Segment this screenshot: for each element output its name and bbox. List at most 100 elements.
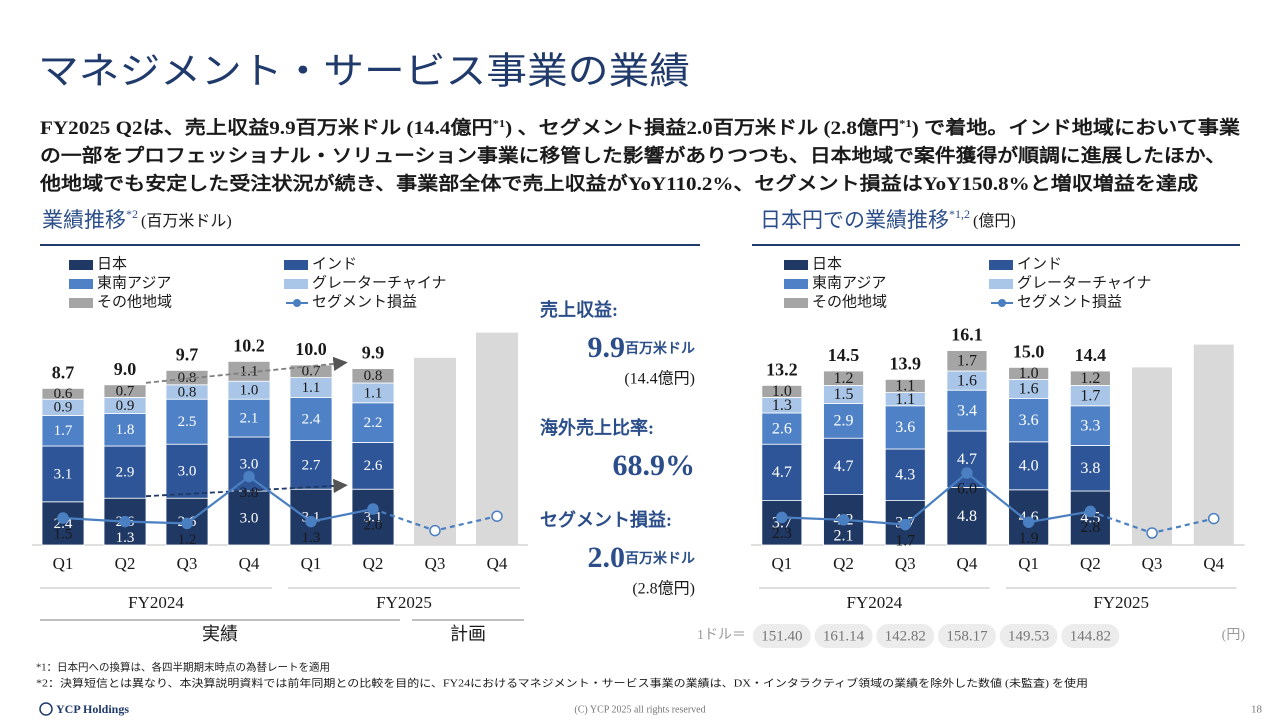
legend-swatch: [69, 260, 93, 270]
data-label: 1.1: [302, 380, 321, 396]
total-label: 15.0: [1013, 342, 1045, 362]
bar-segment: [165, 443, 209, 499]
data-label: 2.9: [116, 465, 135, 481]
data-label: 1.1: [895, 378, 915, 395]
superscript: *1: [493, 118, 506, 130]
total-label: 14.4: [1075, 345, 1107, 365]
legend-label: セグメント損益: [312, 293, 417, 310]
data-label: 1.2: [1080, 370, 1100, 387]
data-label: 3.0: [240, 510, 259, 526]
data-label: 0.6: [54, 386, 73, 402]
highlight-number: 9.9: [588, 331, 626, 364]
profit-label: 1.2: [178, 532, 197, 548]
superscript: *1,2: [949, 207, 970, 221]
data-label: 4.0: [1019, 457, 1039, 474]
highlight-number: 68.9%: [613, 449, 696, 482]
bar-segment: [227, 490, 271, 546]
legend-swatch: [998, 299, 1006, 307]
bar-segment: [761, 384, 803, 398]
legend-label: インド: [312, 256, 357, 272]
bar-segment: [946, 350, 988, 372]
legend-label: 東南アジア: [97, 274, 171, 291]
data-label: 0.9: [54, 400, 73, 416]
data-label: 2.2: [364, 415, 383, 431]
x-tick-label: Q2: [115, 554, 136, 573]
logo-mark: [39, 702, 53, 716]
group-label: FY2024: [128, 593, 184, 612]
legend-label: 日本: [812, 255, 842, 272]
legend-swatch: [784, 279, 808, 289]
phase-label: 計画: [450, 624, 486, 644]
data-label: 2.7: [302, 457, 321, 473]
data-label: 1.1: [895, 391, 915, 408]
fx-pill: [752, 624, 811, 648]
summary-text: 他地域でも安定した受注状況が続き、事業部全体で売上収益がYoY110.2%、セグ…: [39, 173, 1199, 195]
total-label: 9.9: [362, 343, 385, 363]
superscript: *1: [899, 118, 912, 130]
legend-swatch: [784, 298, 808, 308]
profit-marker: [57, 512, 69, 524]
summary-text: の一部をプロフェッショナル・ソリューション事業に移管した影響がありつつも、日本地…: [40, 145, 1226, 167]
data-label: 1.1: [364, 385, 383, 401]
legend-label: 東南アジア: [812, 274, 886, 291]
bar-segment: [41, 387, 85, 400]
bar-segment: [227, 360, 271, 382]
x-tick-label: Q1: [301, 554, 322, 573]
profit-marker: [243, 470, 255, 483]
x-tick-label: Q4: [239, 554, 260, 573]
summary-text: ) で着地。インド地域において事業: [912, 117, 1241, 139]
profit-line: [62, 475, 374, 525]
x-tick-label: Q4: [487, 554, 508, 573]
data-label: 2.4: [302, 411, 321, 427]
total-label: 16.1: [951, 325, 983, 345]
highlight-unit: 百万米ドル: [625, 340, 695, 357]
summary-line: の一部をプロフェッショナル・ソリューション事業に移管した影響がありつつも、日本地…: [40, 145, 1226, 167]
data-label: 3.1: [364, 510, 383, 526]
plan-bar: [414, 357, 456, 545]
data-label: 2.1: [240, 411, 259, 427]
data-label: 0.7: [116, 384, 135, 400]
highlight-label: 売上収益:: [540, 299, 618, 320]
bar-segment: [823, 370, 864, 386]
profit-label: 6.0: [957, 481, 977, 498]
chart-title: 日本円での業績推移*1,2 (億円): [760, 207, 1016, 232]
summary-text: FY2025 Q2は、売上収益9.9百万米ドル (14.4億円: [40, 117, 493, 139]
summary-text: ) 、セグメント損益2.0百万米ドル (2.8億円: [505, 117, 899, 139]
data-label: 3.0: [240, 456, 259, 472]
profit-label: 2.3: [772, 525, 792, 542]
legend-label: その他地域: [97, 293, 172, 310]
legend-swatch: [284, 260, 308, 270]
data-label: 2.9: [834, 412, 854, 429]
data-label: 3.4: [957, 402, 977, 419]
profit-marker: [776, 511, 788, 524]
total-label: 14.5: [828, 345, 860, 365]
profit-marker: [1022, 516, 1035, 528]
highlight-value: 68.9%: [613, 449, 696, 482]
data-label: 1.7: [54, 423, 73, 439]
bar-segment: [103, 384, 147, 398]
highlight-label: セグメント損益:: [540, 509, 672, 530]
profit-label: 1.3: [116, 530, 135, 546]
fx-value: 151.40: [761, 628, 802, 644]
logo: YCP Holdings: [56, 702, 129, 716]
fx-label: 1ドル＝: [697, 628, 746, 643]
bar-segment: [289, 440, 333, 490]
bar-segment: [227, 398, 271, 438]
data-label: 1.7: [1080, 387, 1100, 404]
group-label: FY2025: [1093, 593, 1149, 612]
total-label: 9.0: [114, 359, 137, 379]
profit-marker: [1084, 505, 1097, 518]
x-tick-label: Q4: [1203, 554, 1224, 573]
chart-unit: (百万米ドル): [141, 212, 232, 230]
legend-swatch: [784, 260, 808, 270]
fx-pill: [1061, 624, 1120, 648]
profit-label: 1.5: [54, 526, 73, 542]
footnote: *2：決算短信とは異なり、本決算説明資料では前年同期との比較を目的に、FY24に…: [36, 676, 1088, 689]
profit-line: [781, 471, 1091, 526]
data-label: 4.3: [895, 466, 915, 483]
bar-segment: [351, 368, 395, 384]
data-label: 0.8: [178, 384, 197, 400]
x-tick-label: Q4: [957, 554, 978, 573]
bar-segment: [946, 486, 988, 546]
total-label: 13.9: [890, 354, 922, 374]
